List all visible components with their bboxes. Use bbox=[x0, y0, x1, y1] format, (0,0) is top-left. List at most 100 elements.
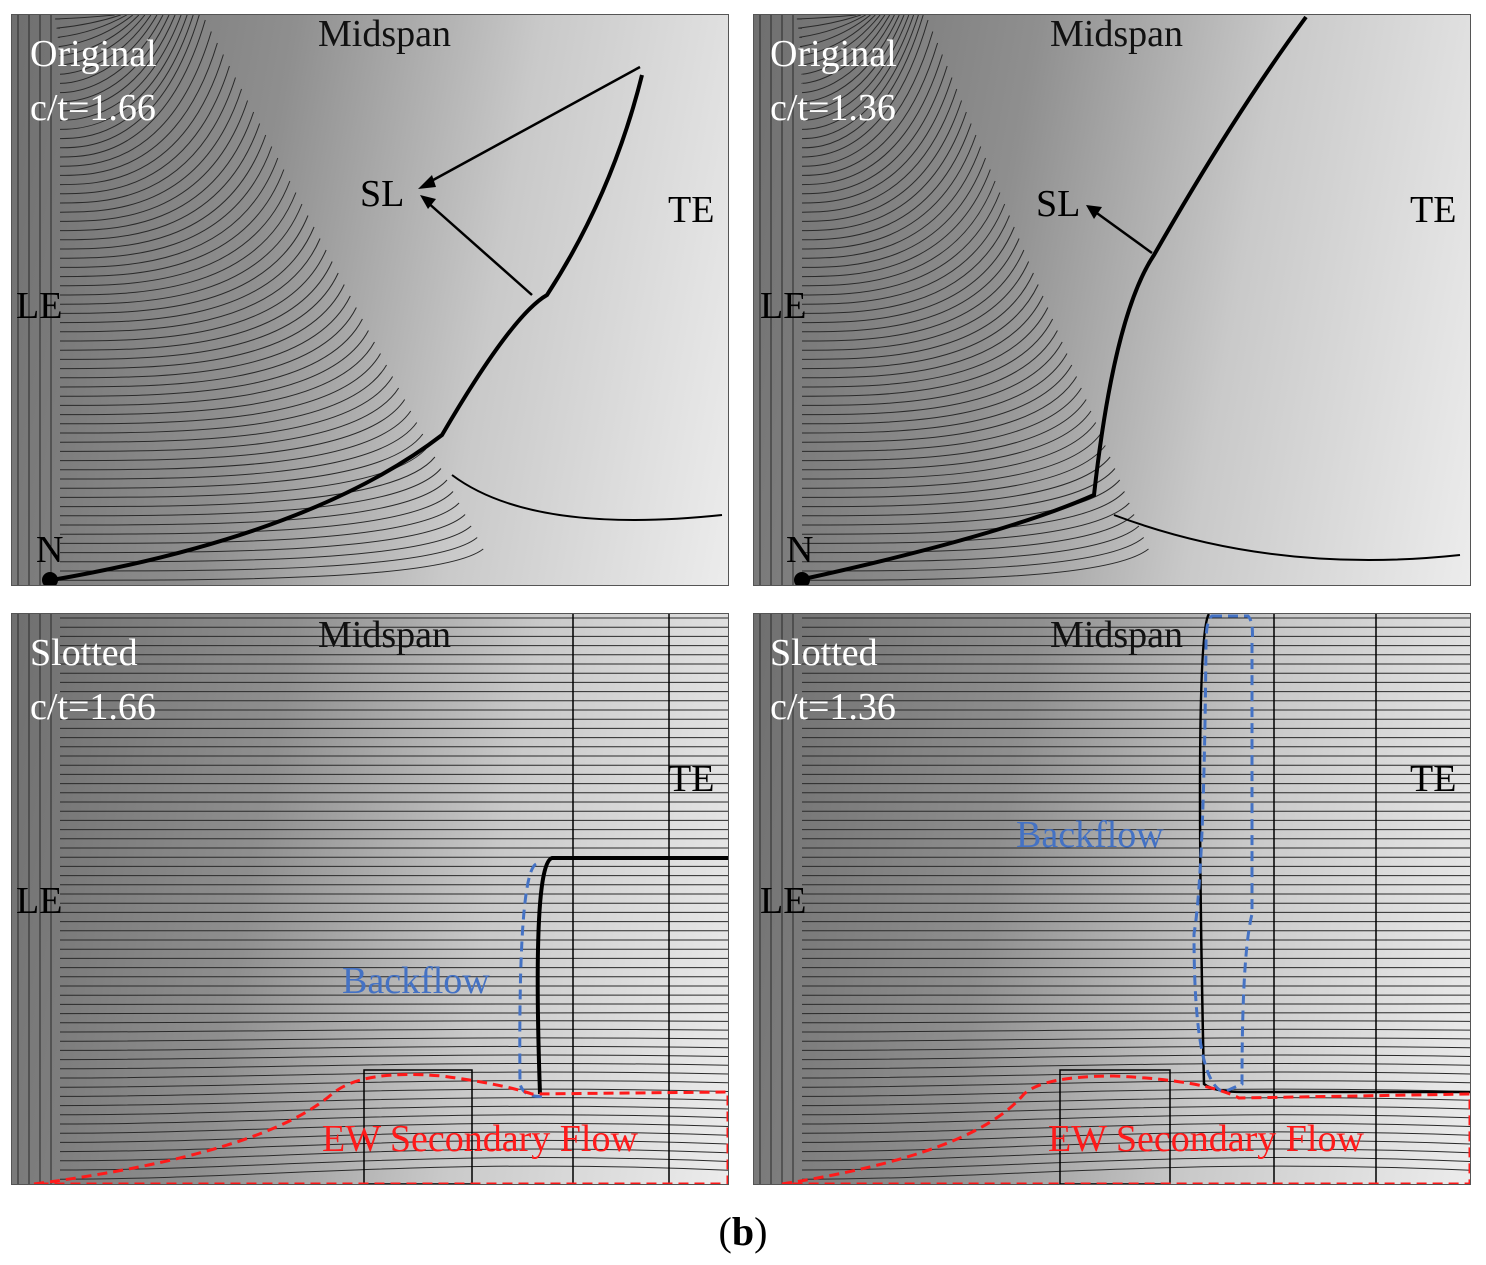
streamline bbox=[801, 238, 1020, 333]
sl-label: SL bbox=[1036, 183, 1081, 225]
streamline-plot bbox=[17, 15, 723, 585]
streamline bbox=[801, 1139, 1470, 1153]
streamline bbox=[801, 1080, 1470, 1088]
le-label: LE bbox=[16, 880, 63, 922]
streamline bbox=[59, 15, 164, 94]
le-label: LE bbox=[760, 285, 807, 327]
streamline bbox=[801, 100, 963, 222]
streamline bbox=[801, 1054, 1470, 1061]
streamline bbox=[59, 525, 472, 563]
streamline bbox=[801, 1003, 1470, 1005]
streamline bbox=[59, 1037, 728, 1042]
te-label: TE bbox=[668, 758, 715, 800]
streamlines bbox=[759, 15, 1149, 585]
streamline bbox=[801, 1105, 1470, 1116]
streamline bbox=[801, 295, 1044, 379]
streamline bbox=[59, 537, 478, 572]
sl-arrow-1 bbox=[423, 65, 641, 187]
streamline bbox=[801, 1114, 1470, 1125]
arrowhead-icon bbox=[420, 195, 436, 209]
node-point-icon bbox=[42, 572, 58, 585]
ratio-label: c/t=1.66 bbox=[30, 87, 156, 129]
streamline bbox=[59, 1131, 728, 1143]
separation-line bbox=[798, 15, 1308, 582]
streamline bbox=[59, 307, 357, 388]
streamline bbox=[798, 15, 862, 29]
streamline bbox=[59, 1071, 728, 1079]
streamline bbox=[59, 318, 363, 397]
streamline bbox=[799, 15, 871, 48]
streamline bbox=[59, 272, 339, 360]
attachment-line bbox=[451, 474, 723, 521]
streamline bbox=[801, 502, 1130, 544]
streamline bbox=[59, 1088, 728, 1097]
separation-line bbox=[1198, 614, 1470, 1094]
streamline bbox=[59, 15, 170, 103]
streamline bbox=[59, 238, 321, 333]
config-label: Slotted bbox=[30, 632, 138, 674]
separation-line bbox=[535, 856, 728, 1095]
streamline bbox=[801, 1165, 1470, 1180]
streamline bbox=[59, 399, 406, 462]
streamline bbox=[57, 15, 127, 38]
backflow-label: Backflow bbox=[1016, 814, 1164, 856]
ratio-label: c/t=1.36 bbox=[770, 686, 896, 728]
streamline bbox=[59, 15, 188, 130]
streamline bbox=[801, 15, 905, 112]
streamline bbox=[59, 1122, 728, 1134]
attachment-line bbox=[1113, 514, 1461, 561]
streamline bbox=[59, 456, 436, 508]
streamline bbox=[801, 491, 1125, 535]
streamline bbox=[59, 1139, 728, 1153]
streamline bbox=[801, 514, 1135, 554]
streamline bbox=[59, 433, 424, 489]
streamline-plot bbox=[17, 614, 728, 1184]
streamline bbox=[801, 15, 886, 75]
streamline bbox=[59, 15, 194, 140]
streamline bbox=[801, 15, 895, 94]
streamline bbox=[59, 1165, 728, 1180]
streamline bbox=[59, 15, 200, 149]
streamline bbox=[59, 353, 381, 425]
streamline bbox=[801, 330, 1058, 406]
node-label: N bbox=[36, 529, 64, 571]
streamline bbox=[59, 31, 212, 167]
streamline bbox=[59, 15, 140, 57]
node-point-icon bbox=[794, 572, 810, 585]
streamline bbox=[59, 1105, 728, 1116]
streamline bbox=[59, 54, 224, 186]
streamline bbox=[59, 15, 158, 84]
streamline bbox=[59, 15, 176, 112]
sl-arrow bbox=[1093, 209, 1153, 255]
streamline bbox=[59, 157, 279, 268]
secondary-flow-label: EW Secondary Flow bbox=[322, 1118, 638, 1160]
streamline bbox=[59, 445, 430, 498]
streamline bbox=[801, 307, 1049, 388]
streamline bbox=[801, 192, 1001, 296]
streamline bbox=[59, 15, 146, 66]
streamline bbox=[59, 1062, 728, 1070]
panel-original-ct136: Original c/t=1.36 Midspan SL TE LE N bbox=[753, 14, 1471, 586]
backflow-label: Backflow bbox=[342, 960, 490, 1002]
streamline bbox=[801, 341, 1063, 416]
streamline bbox=[801, 353, 1068, 425]
streamline bbox=[801, 15, 919, 140]
streamline bbox=[59, 42, 218, 176]
streamline bbox=[59, 341, 375, 416]
streamline bbox=[59, 330, 369, 406]
streamline bbox=[59, 387, 400, 452]
streamline bbox=[801, 15, 924, 149]
te-label: TE bbox=[1410, 758, 1457, 800]
streamline bbox=[801, 433, 1101, 489]
node-label: N bbox=[786, 529, 814, 571]
streamline bbox=[59, 203, 303, 305]
streamline bbox=[801, 54, 943, 186]
streamline bbox=[59, 1045, 728, 1051]
streamline bbox=[59, 1054, 728, 1061]
streamline bbox=[59, 15, 182, 121]
streamline bbox=[59, 1148, 728, 1162]
panel-original-ct166: Original c/t=1.66 Midspan SL TE LE N bbox=[11, 14, 729, 586]
streamline bbox=[59, 410, 412, 471]
config-label: Slotted bbox=[770, 632, 878, 674]
streamline bbox=[801, 456, 1111, 508]
